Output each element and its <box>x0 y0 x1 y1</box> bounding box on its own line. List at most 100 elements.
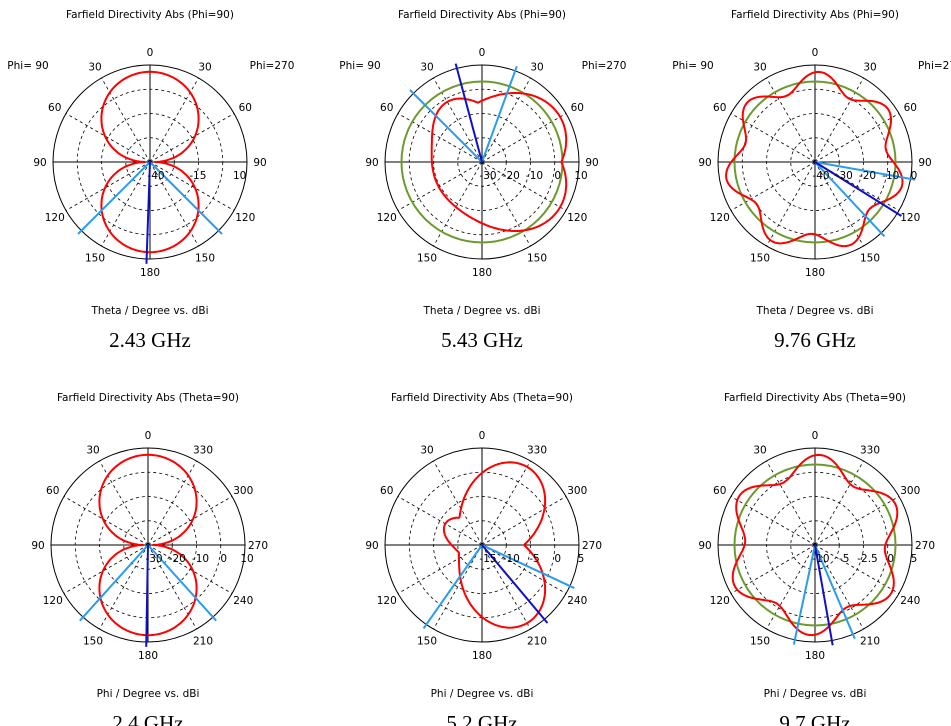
angle-tick-label: 0 <box>479 430 486 442</box>
grid-spoke <box>433 161 483 247</box>
max-direction-line <box>145 544 149 647</box>
angle-tick-label: 0 <box>147 47 154 59</box>
grid-spoke <box>433 544 483 630</box>
frequency-label: 2.43 GHz <box>109 328 191 352</box>
directivity-pattern <box>430 92 568 232</box>
grid-spoke <box>730 544 816 594</box>
angle-tick-label: 120 <box>900 212 920 224</box>
chart-title: Farfield Directivity Abs (Theta=90) <box>57 392 239 404</box>
beam-width-line <box>814 544 856 640</box>
angle-tick-label: 30 <box>753 62 766 74</box>
grid-spoke <box>63 544 149 594</box>
angle-tick-label: 300 <box>233 485 253 497</box>
angle-tick-label: 210 <box>527 635 547 647</box>
beam-width-line <box>79 544 149 622</box>
angle-tick-label: 90 <box>585 157 598 169</box>
angle-tick-label: 180 <box>140 267 160 279</box>
angle-tick-label: 90 <box>365 157 378 169</box>
chart-title: Farfield Directivity Abs (Phi=90) <box>66 9 234 21</box>
grid-spoke <box>147 460 197 546</box>
angle-tick-label: 180 <box>472 267 492 279</box>
angle-tick-label: 210 <box>193 635 213 647</box>
angle-tick-label: 270 <box>582 540 602 552</box>
radial-tick-label: -10 <box>526 170 543 182</box>
radial-tick-label: 10 <box>574 170 587 182</box>
angle-tick-label: 60 <box>380 485 393 497</box>
beam-width-line <box>814 161 916 181</box>
grid-spoke <box>149 113 235 163</box>
angle-tick-label: 270 <box>915 540 935 552</box>
axis-label: Theta / Degree vs. dBi <box>91 305 209 317</box>
angle-tick-label: 120 <box>43 595 63 607</box>
angle-tick-label: 330 <box>527 445 547 457</box>
angle-tick-label: 30 <box>86 445 99 457</box>
directivity-pattern <box>100 70 200 254</box>
grid-spoke <box>397 544 483 594</box>
axis-label: Theta / Degree vs. dBi <box>756 305 874 317</box>
angle-tick-label: 150 <box>417 635 437 647</box>
grid-spoke <box>99 460 149 546</box>
radial-tick-label: -10 <box>503 553 520 565</box>
polar-panel: Farfield Directivity Abs (Phi=90) Phi= 90… <box>672 9 951 352</box>
max-direction-line <box>814 161 902 217</box>
beam-width-line <box>149 161 223 235</box>
radial-tick-label: -20 <box>503 170 520 182</box>
angle-tick-label: 150 <box>860 252 880 264</box>
angle-tick-label: 180 <box>138 650 158 662</box>
beam-width-line <box>792 544 816 645</box>
reference-circle <box>733 80 897 244</box>
angle-tick-label: 60 <box>713 102 726 114</box>
angle-tick-label: 60 <box>380 102 393 114</box>
grid-spoke <box>65 161 151 211</box>
side-label-left: Phi= 90 <box>7 60 48 72</box>
angle-tick-label: 60 <box>48 102 61 114</box>
chart-title: Farfield Directivity Abs (Phi=90) <box>731 9 899 21</box>
grid-spoke <box>149 161 235 211</box>
beam-width-line <box>147 544 217 622</box>
angle-tick-label: 0 <box>479 47 486 59</box>
grid-spoke <box>814 460 864 546</box>
grid-spoke <box>730 496 816 546</box>
grid-spoke <box>766 77 816 163</box>
angle-tick-label: 30 <box>88 62 101 74</box>
angle-tick-label: 30 <box>863 62 876 74</box>
radial-tick-label: 0 <box>887 553 894 565</box>
grid-spoke <box>101 77 151 163</box>
directivity-pattern <box>98 453 198 637</box>
angle-tick-label: 90 <box>31 540 44 552</box>
radial-tick-label: 10 <box>240 553 253 565</box>
radial-tick-label: 5 <box>578 553 585 565</box>
frequency-label: 9.76 GHz <box>774 328 856 352</box>
grid-spoke <box>481 496 567 546</box>
radial-tick-label: -20 <box>169 553 186 565</box>
grid-spoke <box>147 496 233 546</box>
angle-tick-label: 210 <box>860 635 880 647</box>
radial-tick-label: 5 <box>911 553 918 565</box>
directivity-pattern <box>731 453 899 637</box>
side-label-left: Phi= 90 <box>672 60 713 72</box>
grid-spoke <box>814 77 864 163</box>
angle-tick-label: 60 <box>713 485 726 497</box>
angle-tick-label: 300 <box>567 485 587 497</box>
max-direction-line <box>481 544 549 624</box>
angle-tick-label: 120 <box>710 595 730 607</box>
axis-label: Phi / Degree vs. dBi <box>97 688 200 700</box>
side-label-left: Phi= 90 <box>339 60 380 72</box>
frequency-label: 5.2 GHz <box>446 711 517 726</box>
angle-tick-label: 0 <box>812 47 819 59</box>
angle-tick-label: 240 <box>233 595 253 607</box>
angle-tick-label: 60 <box>904 102 917 114</box>
angle-tick-label: 120 <box>567 212 587 224</box>
angle-tick-label: 90 <box>33 157 46 169</box>
angle-tick-label: 30 <box>420 445 433 457</box>
angle-tick-label: 120 <box>377 595 397 607</box>
angle-tick-label: 30 <box>753 445 766 457</box>
side-label-right: Phi=270 <box>582 60 627 72</box>
grid-spoke <box>147 544 233 594</box>
angle-tick-label: 0 <box>812 430 819 442</box>
angle-tick-label: 150 <box>85 252 105 264</box>
grid-spoke <box>63 496 149 546</box>
beam-width-line <box>422 544 483 630</box>
radial-tick-label: -30 <box>479 170 496 182</box>
